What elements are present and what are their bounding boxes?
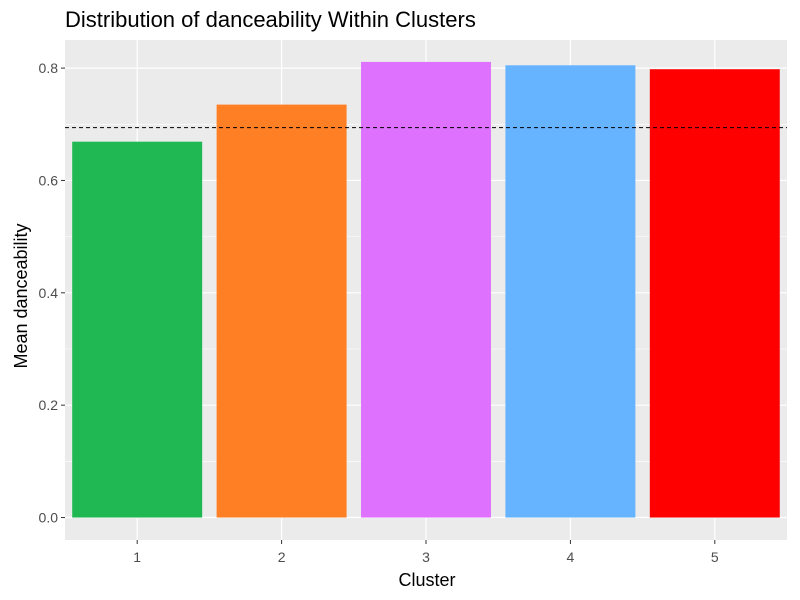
x-tick-label: 5 (711, 549, 719, 565)
x-axis-ticks: 1 2 3 4 5 (133, 540, 719, 565)
y-tick-label: 0.6 (39, 172, 59, 188)
x-axis-title: Cluster (398, 570, 455, 590)
y-axis-ticks: 0.0 0.2 0.4 0.6 0.8 (39, 60, 65, 526)
y-tick-label: 0.2 (39, 397, 59, 413)
bar-cluster-5 (649, 69, 780, 518)
y-tick-label: 0.8 (39, 60, 59, 76)
bars-group (72, 61, 780, 518)
x-tick-label: 4 (567, 549, 575, 565)
bar-cluster-4 (505, 65, 636, 518)
y-axis-title: Mean danceability (11, 223, 31, 368)
x-tick-label: 3 (422, 549, 430, 565)
bar-cluster-3 (361, 61, 491, 518)
x-tick-label: 1 (133, 549, 141, 565)
x-tick-label: 2 (278, 549, 286, 565)
y-tick-label: 0.4 (39, 285, 59, 301)
bar-cluster-1 (72, 141, 203, 518)
y-tick-label: 0.0 (39, 510, 59, 526)
bar-cluster-2 (216, 104, 347, 518)
chart-title: Distribution of danceability Within Clus… (65, 7, 476, 32)
